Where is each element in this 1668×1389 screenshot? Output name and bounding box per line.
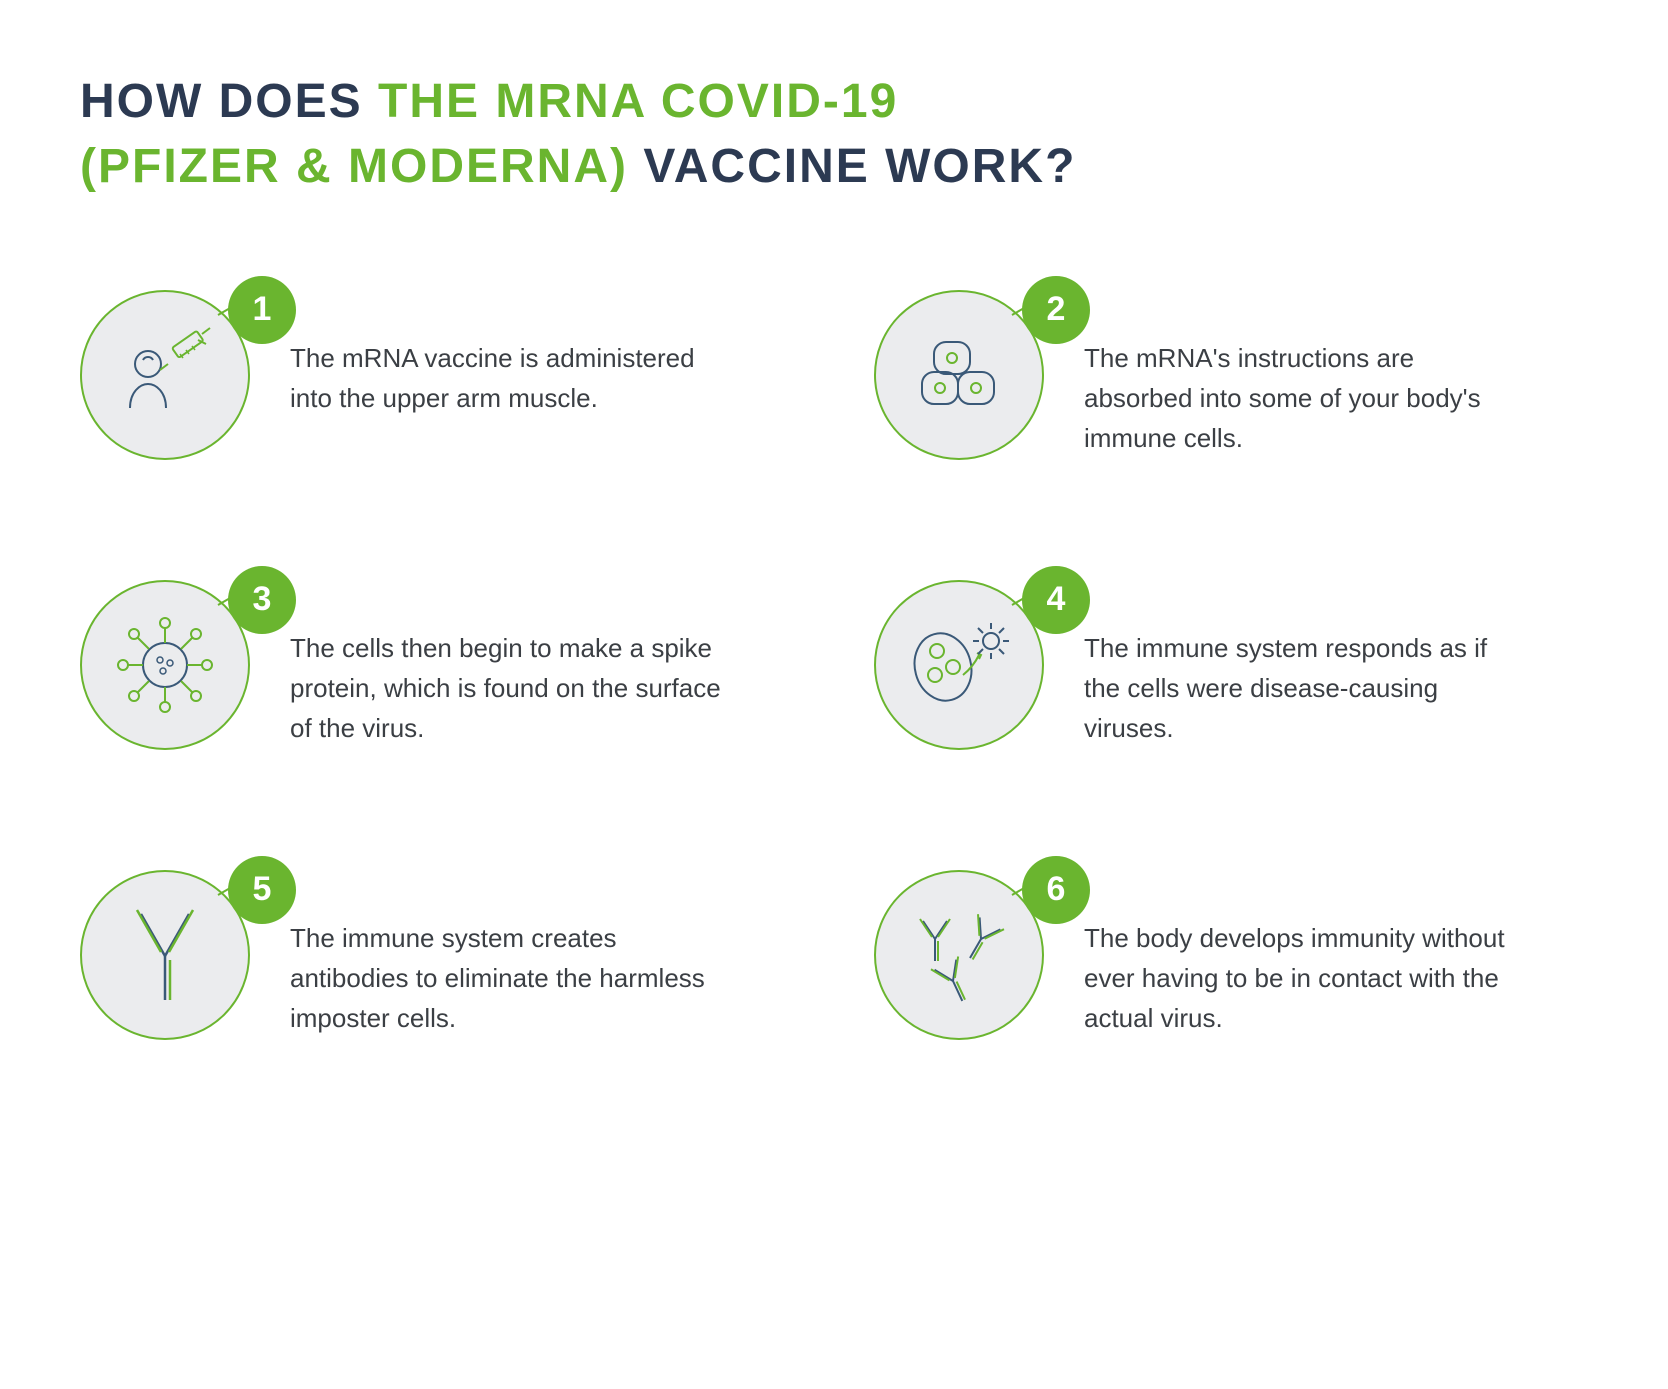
page-title: HOW DOES THE MRNA COVID-19 (PFIZER & MOD… xyxy=(80,70,1588,200)
step-1: 1 The mRNA vaccine is administered into … xyxy=(80,290,794,460)
step-1-icon-wrap: 1 xyxy=(80,290,250,460)
step-4-icon-wrap: 4 xyxy=(874,580,1044,750)
step-2-text: The mRNA's instructions are absorbed int… xyxy=(1084,290,1524,459)
step-6: 6 The body develops immunity without eve… xyxy=(874,870,1588,1040)
antibody-single-icon xyxy=(115,900,215,1010)
syringe-person-icon xyxy=(110,320,220,430)
title-part-4: VACCINE WORK? xyxy=(643,140,1076,193)
step-2-badge: 2 xyxy=(1022,276,1090,344)
antibody-multiple-icon xyxy=(899,895,1019,1015)
step-5: 5 The immune system creates antibodies t… xyxy=(80,870,794,1040)
step-5-icon-wrap: 5 xyxy=(80,870,250,1040)
step-6-text: The body develops immunity without ever … xyxy=(1084,870,1524,1039)
step-4-text: The immune system responds as if the cel… xyxy=(1084,580,1524,749)
step-3-text: The cells then begin to make a spike pro… xyxy=(290,580,730,749)
step-6-badge: 6 xyxy=(1022,856,1090,924)
step-5-icon-circle xyxy=(80,870,250,1040)
cell-response-icon xyxy=(899,605,1019,725)
step-5-badge: 5 xyxy=(228,856,296,924)
step-3: 3 The cells then begin to make a spike p… xyxy=(80,580,794,750)
virus-spike-icon xyxy=(105,605,225,725)
step-3-icon-wrap: 3 xyxy=(80,580,250,750)
step-3-badge: 3 xyxy=(228,566,296,634)
title-part-2: THE MRNA COVID-19 xyxy=(378,75,898,128)
step-1-badge: 1 xyxy=(228,276,296,344)
steps-grid: 1 The mRNA vaccine is administered into … xyxy=(80,290,1588,1040)
step-5-text: The immune system creates antibodies to … xyxy=(290,870,730,1039)
step-2-icon-wrap: 2 xyxy=(874,290,1044,460)
step-4-badge: 4 xyxy=(1022,566,1090,634)
step-2: 2 The mRNA's instructions are absorbed i… xyxy=(874,290,1588,460)
cells-cluster-icon xyxy=(904,320,1014,430)
step-4: 4 The immune system responds as if the c… xyxy=(874,580,1588,750)
title-part-1: HOW DOES xyxy=(80,75,378,128)
step-1-text: The mRNA vaccine is administered into th… xyxy=(290,290,730,419)
step-4-icon-circle xyxy=(874,580,1044,750)
step-2-icon-circle xyxy=(874,290,1044,460)
step-6-icon-circle xyxy=(874,870,1044,1040)
step-1-icon-circle xyxy=(80,290,250,460)
step-6-icon-wrap: 6 xyxy=(874,870,1044,1040)
step-3-icon-circle xyxy=(80,580,250,750)
title-part-3: (PFIZER & MODERNA) xyxy=(80,140,643,193)
